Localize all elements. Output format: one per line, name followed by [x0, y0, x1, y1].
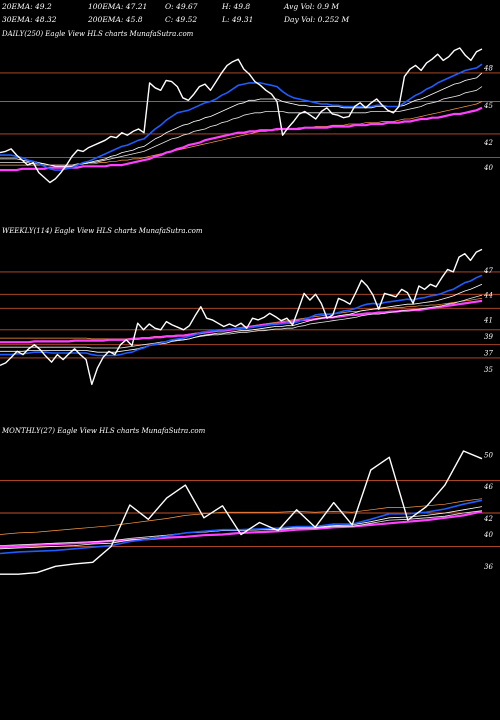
- stat-open: O: 49.67: [165, 2, 198, 11]
- stat-low: L: 49.31: [221, 15, 253, 24]
- monthly-y-tick-3: 40: [483, 531, 493, 539]
- monthly-panel-title: MONTHLY(27) Eagle View HLS charts Munafa…: [1, 427, 206, 435]
- weekly-price-line: [0, 248, 483, 386]
- weekly-y-tick-5: 35: [484, 366, 493, 374]
- weekly-y-tick-2: 41: [483, 316, 493, 324]
- daily-y-tick-3: 40: [483, 164, 493, 172]
- weekly-y-tick-0: 47: [483, 267, 493, 275]
- daily-ema20-line: [0, 63, 483, 171]
- weekly-ema50-line: [0, 294, 483, 349]
- stat-high: H: 49.8: [221, 2, 250, 11]
- daily-y-tick-1: 45: [483, 102, 493, 110]
- monthly-y-tick-0: 50: [484, 451, 493, 459]
- weekly-y-tick-4: 37: [484, 350, 493, 358]
- stat-avg-volume: Avg Vol: 0.9 M: [283, 2, 339, 11]
- monthly-ema200-line: [0, 510, 483, 549]
- stat-100ema: 100EMA: 47.21: [88, 2, 147, 11]
- weekly-panel-title: WEEKLY(114) Eagle View HLS charts Munafa…: [2, 227, 203, 235]
- monthly-y-tick-1: 46: [483, 483, 493, 491]
- weekly-y-tick-3: 39: [484, 333, 493, 341]
- stat-200ema: 200EMA: 45.8: [87, 15, 143, 24]
- stat-20ema: 20EMA: 49.2: [1, 2, 52, 11]
- stat-day-volume: Day Vol: 0.252 M: [283, 15, 350, 24]
- weekly-y-tick-1: 44: [483, 292, 493, 300]
- weekly-ema30-line: [0, 283, 483, 353]
- daily-panel: DAILY(250) Eagle View HLS charts MunafaS…: [0, 30, 500, 184]
- daily-panel-title: DAILY(250) Eagle View HLS charts MunafaS…: [1, 30, 194, 38]
- daily-y-tick-0: 48: [483, 64, 493, 72]
- monthly-ema100-line: [0, 498, 483, 535]
- monthly-y-tick-4: 36: [484, 563, 493, 571]
- stat-30ema: 30EMA: 48.32: [2, 15, 57, 24]
- header-stats: 20EMA: 49.2 100EMA: 47.21 O: 49.67 H: 49…: [1, 2, 350, 24]
- weekly-ema20-line: [0, 274, 483, 357]
- weekly-panel: WEEKLY(114) Eagle View HLS charts Munafa…: [0, 227, 500, 386]
- daily-y-tick-2: 42: [483, 139, 493, 147]
- monthly-price-line: [0, 450, 483, 575]
- stat-close: C: 49.52: [165, 15, 197, 24]
- monthly-y-tick-2: 42: [483, 515, 493, 523]
- monthly-ema20-line: [0, 499, 483, 555]
- daily-price-line: [0, 47, 483, 184]
- daily-ema200-line: [0, 106, 483, 172]
- monthly-panel: MONTHLY(27) Eagle View HLS charts Munafa…: [0, 427, 500, 575]
